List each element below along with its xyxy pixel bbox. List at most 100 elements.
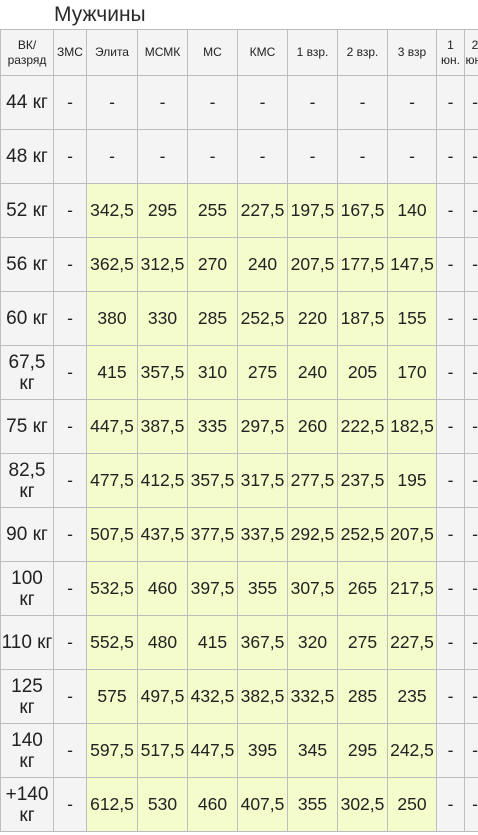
weight-class-cell: 75 кг: [0, 399, 54, 454]
standard-value-cell: 197,5: [287, 183, 338, 238]
standard-value-cell: 320: [287, 615, 338, 670]
table-row: 44 кг - - - - - - - - - -: [0, 75, 478, 130]
standard-value-cell: 195: [387, 453, 437, 508]
column-header: 1 юн.: [436, 29, 465, 76]
standard-value-cell: 412,5: [137, 453, 188, 508]
table-row: 140 кг -597,5 517,5 447,5 395 345 295 242,5- -: [0, 723, 478, 778]
standard-value-cell: 207,5: [287, 237, 338, 292]
standard-value-cell: -: [53, 507, 87, 562]
standard-value-cell: 270: [187, 237, 238, 292]
column-header: 3 взр: [387, 29, 437, 76]
standard-value-cell: -: [436, 291, 465, 346]
standard-value-cell: 227,5: [237, 183, 288, 238]
standard-value-cell: -: [86, 129, 138, 184]
weight-class-cell: 48 кг: [0, 129, 54, 184]
standard-value-cell: -: [436, 561, 465, 616]
standard-value-cell: -: [387, 75, 437, 130]
standard-value-cell: -: [464, 507, 478, 562]
standard-value-cell: 297,5: [237, 399, 288, 454]
standard-value-cell: 507,5: [86, 507, 138, 562]
standard-value-cell: 415: [86, 345, 138, 400]
standard-value-cell: 332,5: [287, 669, 338, 724]
standard-value-cell: 155: [387, 291, 437, 346]
standard-value-cell: 342,5: [86, 183, 138, 238]
standard-value-cell: 497,5: [137, 669, 188, 724]
standards-table-container[interactable]: ВК/ разряд ЗМС Элита МСМК МС КМС 1 взр. 2 взр. 3…: [0, 29, 478, 835]
standard-value-cell: 337,5: [237, 507, 288, 562]
standard-value-cell: 260: [287, 399, 338, 454]
table-row: 52 кг -342,5 295 255 227,5 197,5 167,5 140- -: [0, 183, 478, 238]
standard-value-cell: 242,5: [387, 723, 437, 778]
standard-value-cell: 552,5: [86, 615, 138, 670]
weight-class-cell: 140 кг: [0, 723, 54, 778]
standard-value-cell: -: [137, 129, 188, 184]
standard-value-cell: 380: [86, 291, 138, 346]
standard-value-cell: -: [53, 453, 87, 508]
standard-value-cell: -: [436, 183, 465, 238]
standard-value-cell: -: [436, 345, 465, 400]
standard-value-cell: 357,5: [187, 453, 238, 508]
standard-value-cell: 415: [187, 615, 238, 670]
standard-value-cell: -: [436, 129, 465, 184]
standard-value-cell: 447,5: [86, 399, 138, 454]
standard-value-cell: -: [464, 237, 478, 292]
standard-value-cell: 612,5: [86, 777, 138, 832]
standard-value-cell: 295: [137, 183, 188, 238]
standard-value-cell: 277,5: [287, 453, 338, 508]
standard-value-cell: 177,5: [337, 237, 388, 292]
table-row: 82,5 кг -477,5 412,5 357,5 317,5 277,5 237,5 19…: [0, 453, 478, 508]
standard-value-cell: -: [53, 399, 87, 454]
standard-value-cell: 317,5: [237, 453, 288, 508]
standard-value-cell: -: [53, 237, 87, 292]
standard-value-cell: 377,5: [187, 507, 238, 562]
standard-value-cell: 460: [187, 777, 238, 832]
weight-class-cell: 90 кг: [0, 507, 54, 562]
weight-class-cell: 125 кг: [0, 669, 54, 724]
standard-value-cell: -: [187, 129, 238, 184]
standard-value-cell: -: [464, 75, 478, 130]
standard-value-cell: 237,5: [337, 453, 388, 508]
standard-value-cell: -: [287, 129, 338, 184]
column-header: МСМК: [137, 29, 188, 76]
standard-value-cell: 205: [337, 345, 388, 400]
standard-value-cell: -: [53, 291, 87, 346]
standard-value-cell: 252,5: [237, 291, 288, 346]
column-header: 2 юн.: [464, 29, 478, 76]
standard-value-cell: 295: [337, 723, 388, 778]
standard-value-cell: 182,5: [387, 399, 437, 454]
standard-value-cell: -: [436, 399, 465, 454]
standard-value-cell: 387,5: [137, 399, 188, 454]
standard-value-cell: 227,5: [387, 615, 437, 670]
table-row: 56 кг -362,5 312,5 270 240 207,5 177,5 147,5- -: [0, 237, 478, 292]
column-header: МС: [187, 29, 238, 76]
standard-value-cell: 285: [187, 291, 238, 346]
standard-value-cell: -: [337, 129, 388, 184]
standard-value-cell: 530: [137, 777, 188, 832]
standard-value-cell: -: [86, 75, 138, 130]
standard-value-cell: -: [464, 669, 478, 724]
weight-class-cell: 100 кг: [0, 561, 54, 616]
standard-value-cell: -: [237, 129, 288, 184]
standard-value-cell: 395: [237, 723, 288, 778]
standard-value-cell: 147,5: [387, 237, 437, 292]
standard-value-cell: 477,5: [86, 453, 138, 508]
standard-value-cell: -: [436, 507, 465, 562]
standard-value-cell: 312,5: [137, 237, 188, 292]
standard-value-cell: 362,5: [86, 237, 138, 292]
standard-value-cell: 235: [387, 669, 437, 724]
standard-value-cell: -: [464, 291, 478, 346]
standard-value-cell: -: [464, 723, 478, 778]
standard-value-cell: -: [436, 615, 465, 670]
table-row: +140 кг -612,5 530 460 407,5 355 302,5 250- -: [0, 777, 478, 832]
standard-value-cell: -: [436, 723, 465, 778]
standard-value-cell: 432,5: [187, 669, 238, 724]
standard-value-cell: 275: [237, 345, 288, 400]
standard-value-cell: 345: [287, 723, 338, 778]
standard-value-cell: 437,5: [137, 507, 188, 562]
standard-value-cell: 252,5: [337, 507, 388, 562]
standard-value-cell: 357,5: [137, 345, 188, 400]
table-row: 110 кг -552,5 480 415 367,5 320 275 227,5- -: [0, 615, 478, 670]
standard-value-cell: -: [53, 723, 87, 778]
standard-value-cell: 575: [86, 669, 138, 724]
weight-class-cell: 56 кг: [0, 237, 54, 292]
